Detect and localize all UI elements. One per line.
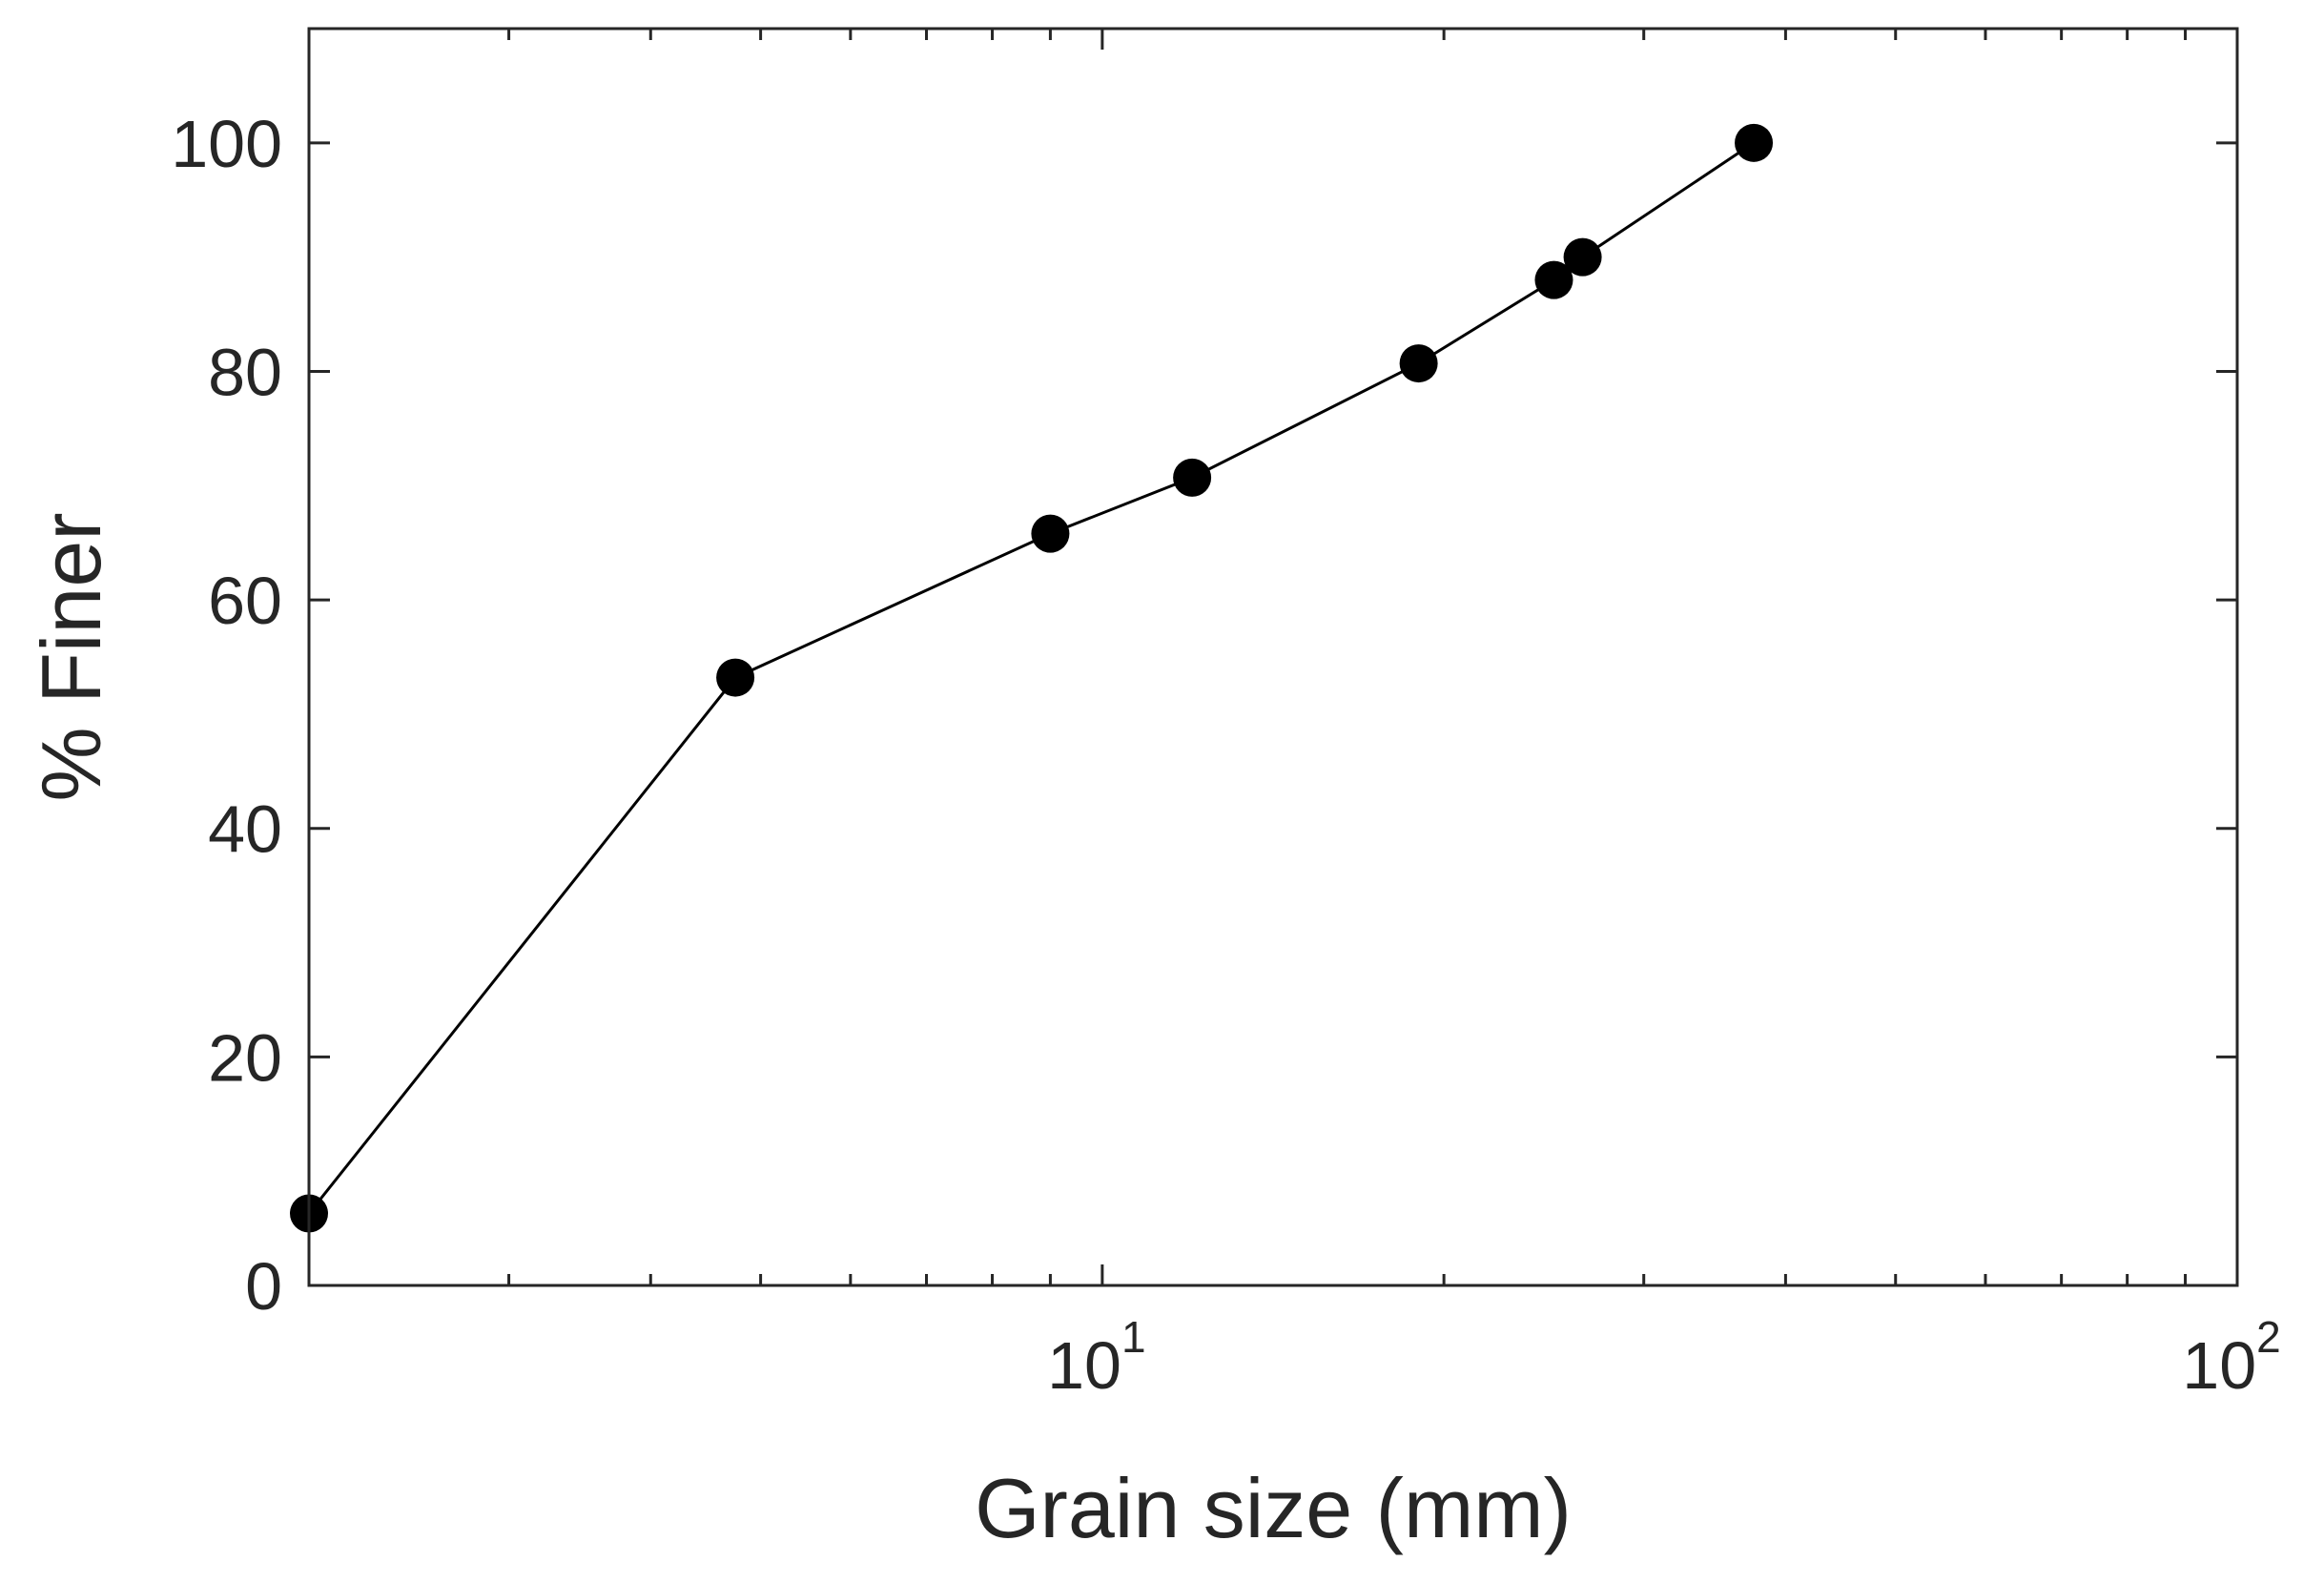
y-tick-label: 80 (208, 335, 282, 409)
x-tick-label-base: 10 (2182, 1328, 2256, 1403)
x-tick-label-exponent: 2 (2256, 1312, 2281, 1362)
data-point (1735, 123, 1774, 162)
data-point (716, 658, 755, 697)
x-tick-label: 102 (2182, 1312, 2280, 1403)
x-tick-label-exponent: 1 (1121, 1312, 1146, 1362)
y-tick-label: 100 (171, 107, 282, 181)
y-tick-label: 0 (245, 1249, 282, 1324)
x-tick-label-base: 10 (1047, 1328, 1121, 1403)
y-tick-label: 20 (208, 1020, 282, 1095)
series-layer (290, 123, 1774, 1233)
plot-frame (307, 27, 2239, 1287)
y-tick-label: 40 (208, 792, 282, 867)
data-point (1173, 458, 1212, 497)
x-tick-label: 101 (1047, 1312, 1145, 1403)
y-axis-title: % Finer (24, 512, 118, 801)
data-point (1399, 344, 1438, 383)
x-axis-title: Grain size (mm) (975, 1461, 1572, 1555)
y-tick-label: 60 (208, 564, 282, 638)
data-point (1031, 514, 1070, 553)
data-point (1534, 260, 1573, 299)
data-point (1563, 237, 1602, 277)
